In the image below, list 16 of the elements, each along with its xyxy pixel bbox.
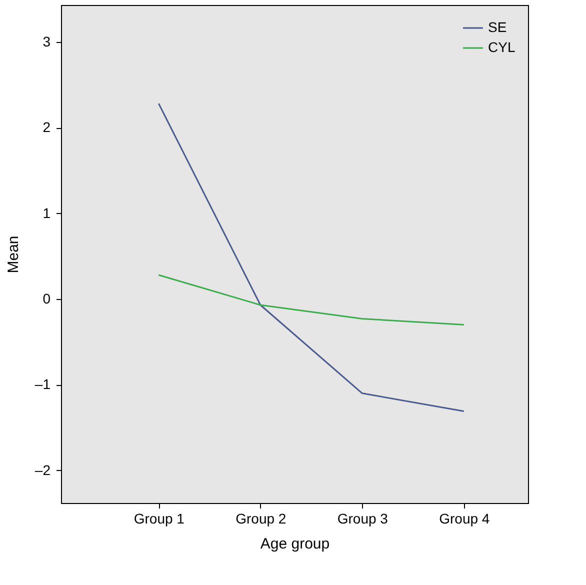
legend-label: CYL — [488, 39, 516, 55]
line-series — [158, 102, 465, 412]
x-tick-label: Group 1 — [134, 510, 185, 526]
x-tick-label: Group 2 — [236, 510, 286, 526]
x-tick-label: Group 4 — [439, 510, 490, 526]
y-tick-label: –1 — [34, 376, 51, 392]
y-tick-label: –2 — [34, 462, 51, 478]
y-tick-label: 2 — [42, 119, 51, 136]
line-series — [158, 274, 465, 326]
legend-label: SE — [488, 19, 507, 35]
y-axis-title: Mean — [4, 236, 22, 274]
y-tick-label: 3 — [42, 33, 51, 50]
x-tick-label: Group 3 — [337, 510, 388, 526]
x-axis-title: Age group — [260, 536, 330, 552]
y-tick-label: 1 — [42, 204, 51, 221]
y-tick-label: 0 — [42, 290, 51, 306]
